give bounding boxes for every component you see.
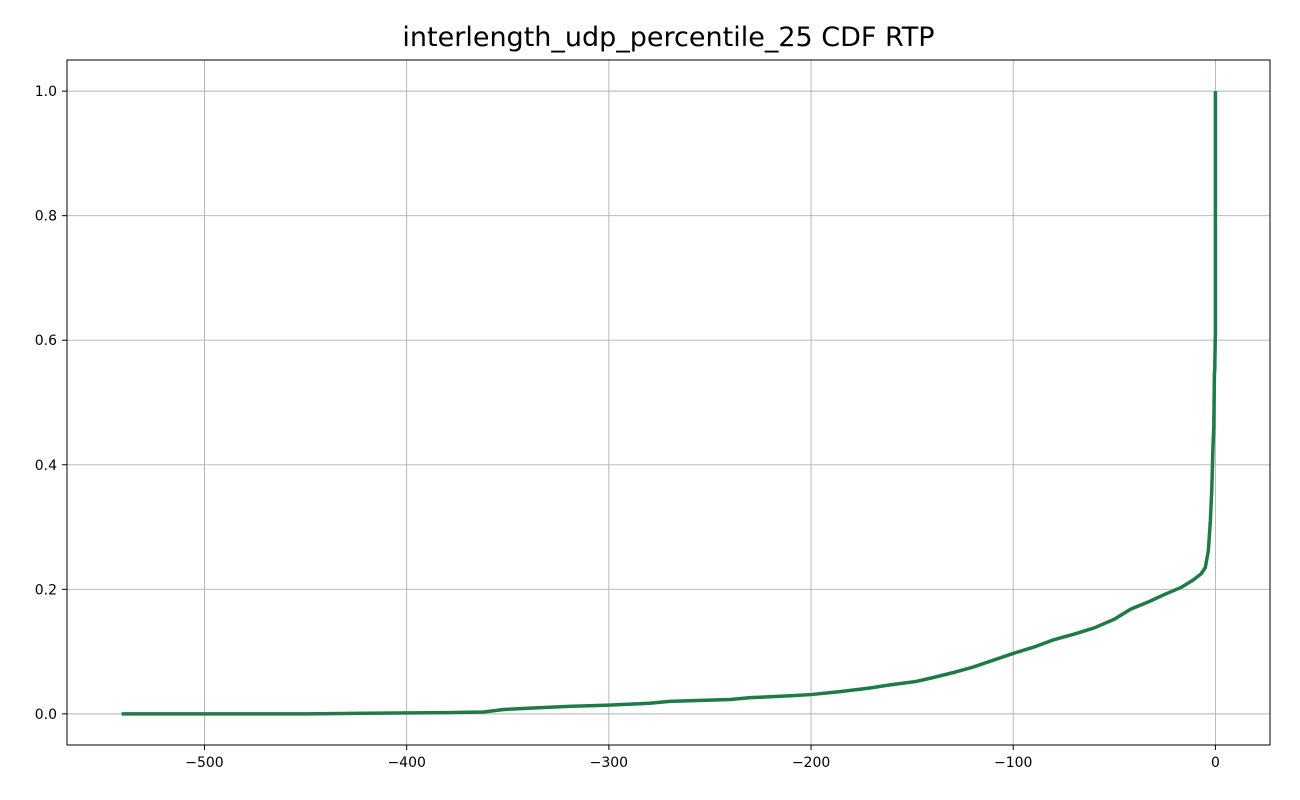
- y-tick-label: 0.4: [35, 458, 57, 474]
- x-axis: −500 −400 −300 −200 −100 0: [185, 745, 1220, 771]
- x-tick-label: −400: [387, 755, 425, 771]
- grid: [67, 60, 1270, 745]
- y-tick-label: 1.0: [35, 84, 57, 100]
- x-tick-label: −200: [792, 755, 830, 771]
- x-tick-label: −300: [590, 755, 628, 771]
- x-tick-label: 0: [1211, 755, 1220, 771]
- series-line: [121, 91, 1218, 716]
- plot-frame: [66, 59, 1271, 746]
- y-axis: 0.0 0.2 0.4 0.6 0.8 1.0: [35, 84, 67, 723]
- y-tick-label: 0.0: [35, 707, 57, 723]
- x-tick-label: −100: [994, 755, 1032, 771]
- y-tick-label: 0.2: [35, 582, 57, 598]
- x-tick-label: −500: [185, 755, 223, 771]
- y-tick-label: 0.6: [35, 333, 57, 349]
- chart-title: interlength_udp_percentile_25 CDF RTP: [402, 22, 935, 53]
- series-layer: [121, 91, 1218, 716]
- y-tick-label: 0.8: [35, 209, 57, 225]
